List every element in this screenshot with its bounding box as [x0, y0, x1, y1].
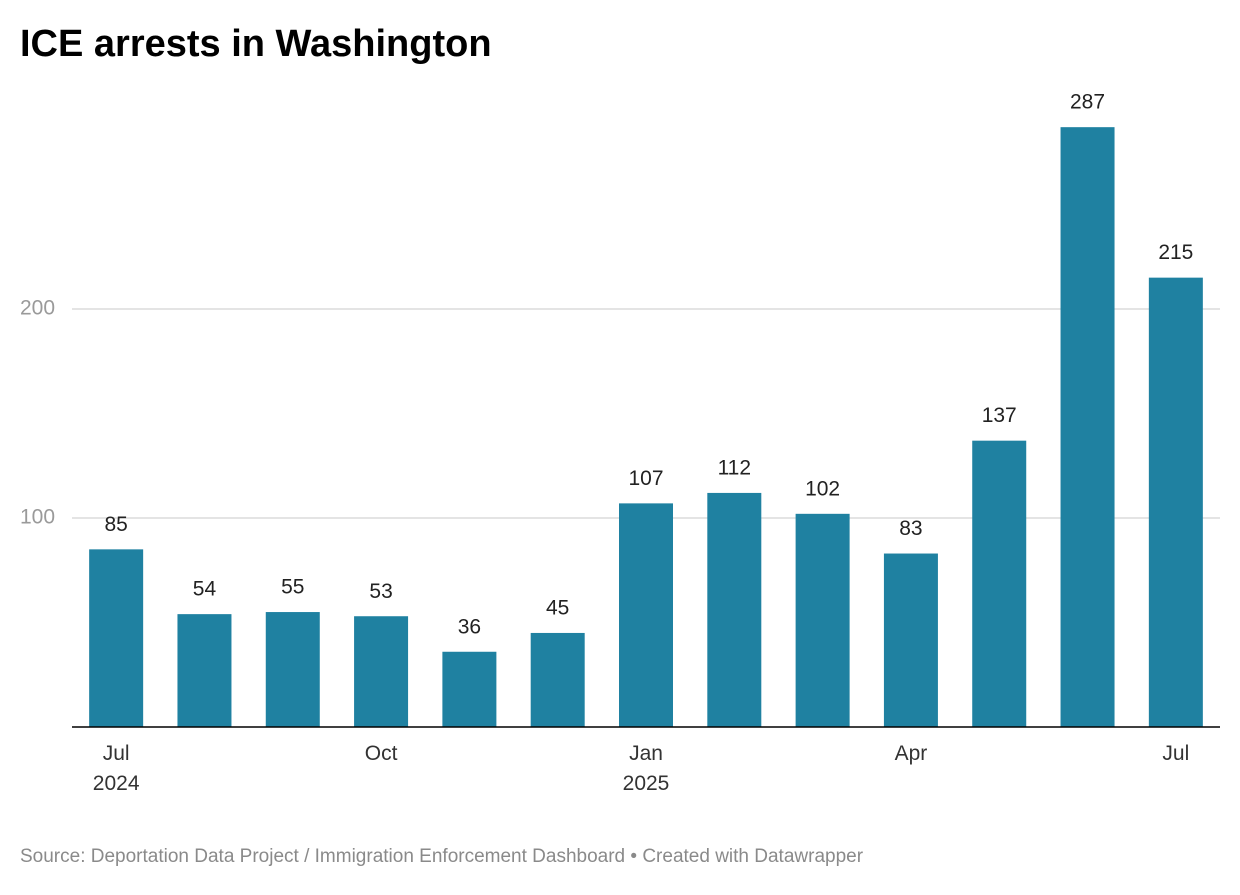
- bar: [972, 440, 1027, 727]
- bar: [89, 549, 144, 727]
- bar: [1060, 127, 1115, 728]
- value-label: 54: [193, 578, 217, 601]
- bar: [1148, 277, 1203, 727]
- bar: [707, 492, 762, 727]
- value-label: 45: [546, 596, 569, 619]
- value-label: 83: [899, 517, 922, 540]
- bar: [530, 632, 585, 727]
- value-label: 102: [805, 477, 840, 500]
- value-label: 137: [982, 404, 1017, 427]
- bar: [265, 612, 320, 727]
- y-tick-label: 100: [20, 506, 55, 529]
- x-tick-label: Apr: [895, 742, 928, 765]
- bar: [442, 651, 497, 727]
- source-note: Source: Deportation Data Project / Immig…: [20, 846, 864, 867]
- bar: [177, 614, 232, 727]
- x-tick-label: Oct: [365, 742, 398, 765]
- chart-title: ICE arrests in Washington: [20, 23, 492, 65]
- value-label: 85: [104, 513, 127, 536]
- value-label: 215: [1158, 241, 1193, 264]
- x-tick-label: Jul 2024: [93, 742, 140, 795]
- x-tick-label: Jan 2025: [623, 742, 670, 795]
- x-tick-label: Jul: [1162, 742, 1189, 765]
- value-label: 107: [628, 467, 663, 490]
- value-label: 55: [281, 576, 304, 599]
- value-label: 287: [1070, 91, 1105, 114]
- value-label: 53: [369, 580, 392, 603]
- value-label: 112: [718, 456, 751, 479]
- bar: [354, 616, 409, 727]
- bar: [795, 513, 850, 727]
- bar: [619, 503, 673, 727]
- y-tick-label: 200: [20, 297, 55, 320]
- bar: [883, 553, 938, 727]
- value-label: 36: [458, 615, 481, 638]
